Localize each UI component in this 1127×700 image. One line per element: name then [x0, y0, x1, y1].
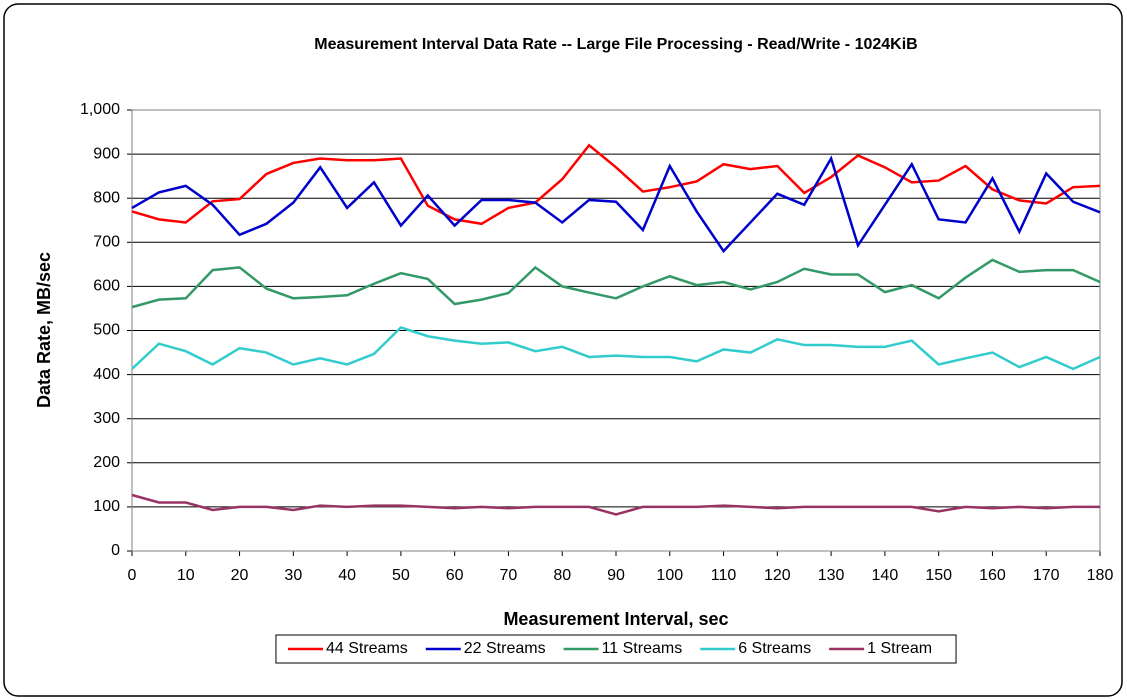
- y-tick-label: 200: [93, 454, 120, 471]
- legend-label: 1 Stream: [867, 640, 932, 657]
- x-tick-label: 70: [500, 567, 518, 584]
- x-tick-label: 50: [392, 567, 410, 584]
- x-tick-label: 30: [284, 567, 302, 584]
- x-tick-label: 20: [231, 567, 249, 584]
- x-tick-label: 60: [446, 567, 464, 584]
- y-tick-label: 900: [93, 145, 120, 162]
- x-tick-label: 0: [128, 567, 137, 584]
- y-tick-label: 300: [93, 410, 120, 427]
- data-line: [131, 155, 1101, 254]
- data-line: [131, 325, 1101, 371]
- y-tick-label: 500: [93, 322, 120, 339]
- y-tick-label: 600: [93, 278, 120, 295]
- x-tick-label: 150: [925, 567, 952, 584]
- y-tick-label: 400: [93, 366, 120, 383]
- x-tick-label: 140: [872, 567, 899, 584]
- data-line: [131, 493, 1100, 516]
- x-tick-label: 160: [979, 567, 1006, 584]
- legend-label: 11 Streams: [602, 640, 683, 657]
- x-axis-label: Measurement Interval, sec: [503, 609, 728, 629]
- plot-area: [131, 109, 1101, 552]
- x-tick-label: 180: [1087, 567, 1114, 584]
- y-tick-label: 100: [93, 498, 120, 515]
- x-tick-label: 110: [711, 567, 737, 584]
- x-tick-label: 130: [818, 567, 845, 584]
- y-tick-label: 800: [93, 189, 120, 206]
- legend-label: 22 Streams: [464, 640, 546, 657]
- x-tick-label: 10: [177, 567, 195, 584]
- y-tick-label: 1,000: [80, 101, 120, 118]
- x-tick-label: 80: [553, 567, 571, 584]
- chart-frame: [3, 3, 1123, 697]
- y-tick-label: 0: [111, 542, 120, 559]
- data-line: [131, 258, 1101, 309]
- legend-label: 6 Streams: [738, 640, 811, 657]
- data-line: [131, 143, 1101, 226]
- x-tick-label: 100: [656, 567, 683, 584]
- chart-title: Measurement Interval Data Rate -- Large …: [314, 36, 917, 53]
- x-tick-label: 170: [1033, 567, 1060, 584]
- y-axis-label: Data Rate, MB/sec: [34, 252, 54, 408]
- legend-label: 44 Streams: [326, 640, 408, 657]
- x-tick-label: 40: [338, 567, 356, 584]
- x-tick-label: 120: [764, 567, 791, 584]
- x-tick-label: 90: [607, 567, 625, 584]
- y-tick-label: 700: [93, 234, 120, 251]
